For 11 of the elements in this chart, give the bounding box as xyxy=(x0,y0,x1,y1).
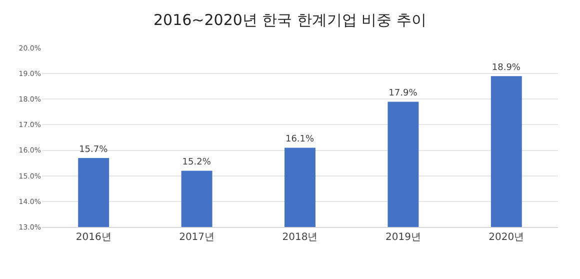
data-label: 17.9% xyxy=(388,88,418,99)
data-label: 18.9% xyxy=(492,63,521,74)
x-tick-label: 2017년 xyxy=(179,232,215,243)
data-label: 15.7% xyxy=(79,144,108,155)
x-tick-label: 2016년 xyxy=(76,232,112,243)
chart-title: 2016~2020년 한국 한계기업 비중 추이 xyxy=(154,10,426,29)
data-label: 16.1% xyxy=(285,134,315,145)
data-label: 15.2% xyxy=(182,158,212,168)
x-tick-label: 2020년 xyxy=(488,232,524,243)
x-tick-label: 2018년 xyxy=(282,232,318,243)
x-tick-label: 2019년 xyxy=(385,232,421,243)
